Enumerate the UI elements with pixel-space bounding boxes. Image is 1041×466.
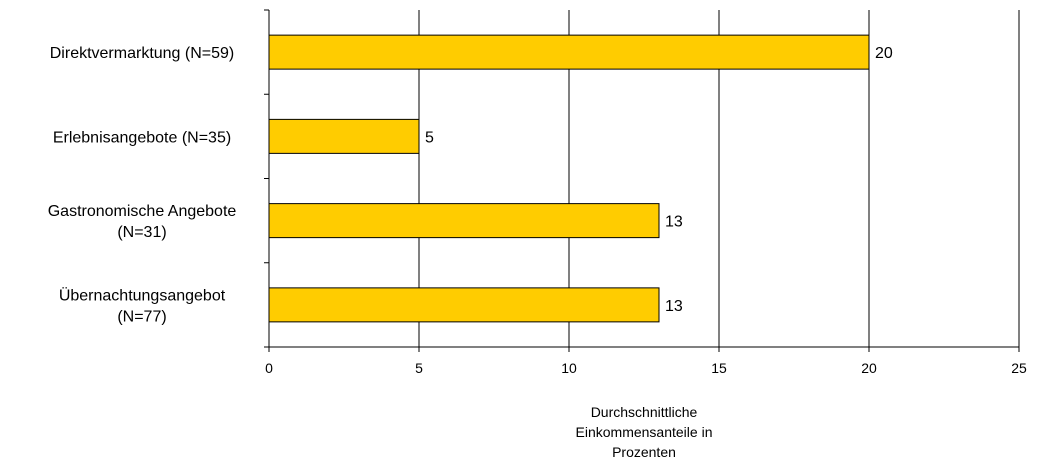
- x-axis-title-line: Einkommensanteile in: [576, 424, 713, 440]
- axes: [264, 9, 1020, 352]
- x-tick-label: 15: [711, 360, 727, 376]
- category-label-line: Erlebnisangebote (N=35): [53, 129, 231, 146]
- bar: [268, 203, 660, 239]
- data-label: 13: [665, 298, 683, 315]
- category-label: Erlebnisangebote (N=35): [53, 129, 231, 146]
- bar: [268, 287, 660, 323]
- x-tick-label: 20: [861, 360, 877, 376]
- category-label: Gastronomische Angebote (N=31): [48, 203, 237, 241]
- category-label: Übernachtungsangebot (N=77): [59, 286, 226, 325]
- data-label: 13: [665, 214, 683, 231]
- labels: 0 5 10 15 20 25 20 Direktvermarktung (N=59) 5 Erl…: [48, 45, 1027, 460]
- bar: [268, 34, 870, 70]
- x-tick-label: 0: [265, 360, 273, 376]
- category-label-line: (N=77): [117, 308, 166, 325]
- x-tick-label: 5: [415, 360, 423, 376]
- x-axis-title: Durchschnittliche Einkommensanteile in Pro…: [576, 404, 713, 460]
- x-axis-title-line: Prozenten: [612, 444, 676, 460]
- category-label-line: Gastronomische Angebote: [48, 203, 237, 220]
- bar: [268, 118, 420, 154]
- x-tick-label: 25: [1011, 360, 1027, 376]
- data-label: 5: [425, 129, 434, 146]
- category-label-line: Übernachtungsangebot: [59, 286, 226, 304]
- category-label-line: Direktvermarktung (N=59): [50, 45, 235, 62]
- data-label: 20: [875, 45, 893, 62]
- category-label: Direktvermarktung (N=59): [50, 45, 235, 62]
- x-tick-label: 10: [561, 360, 577, 376]
- category-label-line: (N=31): [117, 224, 166, 241]
- x-axis-title-line: Durchschnittliche: [591, 404, 698, 420]
